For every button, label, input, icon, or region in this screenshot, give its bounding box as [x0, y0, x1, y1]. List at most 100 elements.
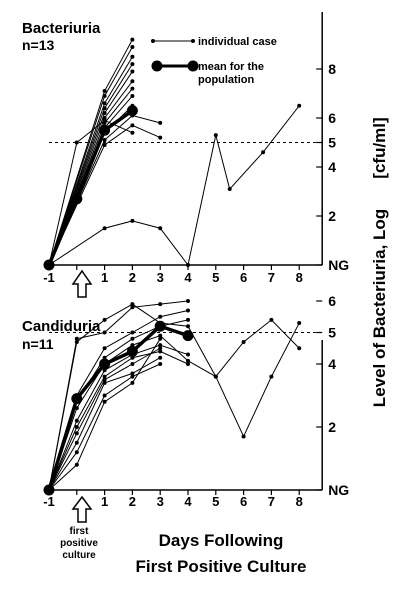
individual-case-point: [214, 133, 218, 137]
individual-case-point: [130, 331, 134, 335]
y-axis-title: Level of Bacteriuria, Log: [370, 209, 389, 407]
individual-case-point: [130, 337, 134, 341]
y-tick-label: 6: [328, 110, 336, 126]
y-tick-label: 2: [328, 208, 336, 224]
individual-case-point: [130, 94, 134, 98]
mean-line: [49, 326, 188, 490]
individual-case-point: [75, 425, 79, 429]
individual-case-point: [103, 89, 107, 93]
x-axis-title-line-1: Days Following: [159, 531, 284, 550]
mean-point: [71, 193, 82, 204]
individual-case-point: [130, 45, 134, 49]
panel-1-title: Bacteriuria: [22, 20, 101, 37]
individual-case-point: [103, 138, 107, 142]
mean-point: [44, 485, 55, 496]
x-tick-label: 3: [157, 270, 164, 285]
individual-case-point: [130, 62, 134, 66]
x-tick-label: -1: [43, 270, 55, 285]
individual-case-point: [261, 150, 265, 154]
x-tick-label: 5: [212, 270, 219, 285]
individual-case-point: [130, 302, 134, 306]
mean-point: [44, 260, 55, 271]
legend-individual-label: individual case: [198, 36, 277, 48]
individual-case-point: [103, 318, 107, 322]
individual-case-point: [130, 131, 134, 135]
panel-bacteriuria: NG 2 4 5 6 8 -1 1 2 3 4 5 6 7 8: [43, 12, 349, 285]
individual-case-point: [158, 302, 162, 306]
individual-case-point: [103, 106, 107, 110]
individual-case-point: [158, 362, 162, 366]
legend-individual-marker: [191, 39, 195, 43]
x-tick-label: 8: [296, 494, 303, 509]
individual-case-point: [103, 226, 107, 230]
individual-case-point: [103, 381, 107, 385]
individual-case-point: [186, 299, 190, 303]
x-tick-label: 8: [296, 270, 303, 285]
arrow-note-line-3: culture: [62, 550, 96, 561]
individual-case-point: [269, 318, 273, 322]
mean-point: [99, 125, 110, 136]
legend-individual-marker: [151, 39, 155, 43]
legend-mean-marker: [152, 61, 163, 72]
individual-case-point: [103, 331, 107, 335]
individual-case-point: [75, 450, 79, 454]
individual-case-point: [158, 337, 162, 341]
x-tick-label: 4: [184, 270, 192, 285]
y-tick-label: NG: [328, 257, 349, 273]
individual-case-point: [158, 226, 162, 230]
y-tick-label: 5: [328, 135, 336, 151]
individual-case-point: [130, 381, 134, 385]
individual-case-point: [228, 187, 232, 191]
y-tick-label: 4: [328, 159, 336, 175]
individual-case-point: [103, 143, 107, 147]
individual-case-line: [49, 106, 132, 265]
x-tick-label: 2: [129, 270, 136, 285]
mean-point: [71, 393, 82, 404]
individual-case-point: [75, 463, 79, 467]
individual-case-line: [49, 310, 188, 490]
arrow-note-line-1: first: [70, 526, 90, 537]
individual-case-point: [130, 69, 134, 73]
individual-case-point: [297, 346, 301, 350]
individual-case-point: [242, 434, 246, 438]
individual-case-point: [186, 263, 190, 267]
x-tick-label: 6: [240, 494, 247, 509]
individual-case-point: [75, 419, 79, 423]
individual-case-point: [130, 79, 134, 83]
individual-case-point: [297, 321, 301, 325]
individual-case-point: [158, 346, 162, 350]
mean-point: [183, 330, 194, 341]
y-tick-label: 8: [328, 61, 336, 77]
individual-case-point: [130, 38, 134, 42]
individual-case-point: [186, 324, 190, 328]
x-tick-label: 4: [184, 494, 192, 509]
individual-case-point: [130, 219, 134, 223]
individual-case-point: [297, 104, 301, 108]
individual-case-point: [186, 318, 190, 322]
individual-case-point: [186, 353, 190, 357]
individual-case-point: [158, 315, 162, 319]
mean-point: [155, 321, 166, 332]
individual-case-point: [75, 141, 79, 145]
arrow-icon: [73, 271, 91, 297]
individual-case-point: [103, 394, 107, 398]
x-tick-label: 6: [240, 270, 247, 285]
x-axis-title-line-2: First Positive Culture: [136, 557, 307, 576]
x-tick-label: 5: [212, 494, 219, 509]
individual-case-line: [49, 320, 299, 490]
y-tick-label: 2: [328, 419, 336, 435]
individual-case-point: [130, 55, 134, 59]
individual-case-point: [214, 375, 218, 379]
mean-point: [127, 346, 138, 357]
x-tick-label: 7: [268, 494, 275, 509]
y-tick-label: NG: [328, 482, 349, 498]
individual-case-point: [130, 87, 134, 91]
legend-mean-label-2: population: [198, 74, 254, 86]
x-tick-label: 3: [157, 494, 164, 509]
individual-case-point: [75, 441, 79, 445]
individual-case-point: [130, 123, 134, 127]
legend: individual case mean for the population: [151, 36, 277, 86]
legend-mean-marker: [188, 61, 199, 72]
individual-case-point: [103, 346, 107, 350]
